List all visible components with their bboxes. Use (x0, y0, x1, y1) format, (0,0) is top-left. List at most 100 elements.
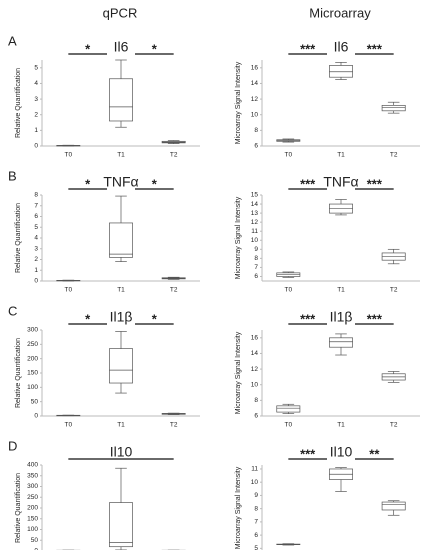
y-tick-label: 7 (34, 202, 38, 209)
y-tick-label: 150 (27, 370, 38, 377)
y-axis-label: Microarray Signal Intensity (235, 331, 242, 414)
y-tick-label: 7 (254, 264, 258, 271)
significance-label: *** (300, 176, 316, 191)
y-tick-label: 4 (34, 235, 38, 242)
y-tick-label: 8 (254, 505, 258, 512)
significance-label: *** (300, 311, 316, 326)
x-tick-label: T2 (390, 287, 398, 294)
y-tick-label: 0 (34, 143, 38, 150)
y-tick-label: 200 (27, 505, 38, 512)
significance-label: * (152, 41, 158, 56)
y-tick-label: 14 (251, 350, 259, 357)
significance-label: *** (300, 41, 316, 56)
y-tick-label: 100 (27, 526, 38, 533)
significance-label: ** (369, 446, 380, 461)
y-tick-label: 11 (251, 228, 258, 235)
x-tick-label: T2 (170, 287, 178, 294)
y-tick-label: 400 (27, 462, 38, 469)
chart-title: TNFα (103, 174, 138, 190)
y-axis-label: Microarray Signal Intensity (235, 196, 242, 279)
chart-title: Il6 (114, 39, 129, 55)
x-tick-label: T1 (337, 152, 345, 159)
box (109, 348, 133, 384)
chart-title: Il6 (334, 39, 349, 55)
x-tick-label: T1 (117, 287, 125, 294)
y-axis-label: Relative Quantification (15, 338, 22, 408)
column-header: Microarray (309, 5, 371, 20)
y-tick-label: 250 (27, 341, 38, 348)
significance-label: * (152, 176, 158, 191)
y-tick-label: 8 (254, 127, 258, 134)
y-tick-label: 10 (251, 237, 259, 244)
significance-label: *** (300, 446, 316, 461)
x-tick-label: T0 (285, 152, 293, 159)
panel-letter: A (8, 33, 17, 48)
y-tick-label: 7 (254, 519, 258, 526)
y-tick-label: 2 (34, 256, 38, 263)
y-tick-label: 6 (254, 273, 258, 280)
y-tick-label: 350 (27, 472, 38, 479)
y-tick-label: 5 (34, 224, 38, 231)
box (329, 337, 353, 348)
y-tick-label: 50 (31, 398, 39, 405)
significance-label: *** (367, 176, 383, 191)
panel-letter: B (8, 168, 17, 183)
y-tick-label: 300 (27, 327, 38, 334)
x-tick-label: T2 (390, 422, 398, 429)
y-tick-label: 3 (34, 96, 38, 103)
y-tick-label: 10 (251, 111, 259, 118)
y-axis-label: Microarray Signal Intensity (235, 466, 242, 549)
x-tick-label: T0 (285, 422, 293, 429)
box (109, 78, 133, 122)
x-tick-label: T1 (337, 287, 345, 294)
y-tick-label: 4 (34, 80, 38, 87)
y-tick-label: 2 (34, 111, 38, 118)
significance-label: * (85, 176, 91, 191)
y-tick-label: 9 (254, 246, 258, 253)
column-header: qPCR (103, 5, 138, 20)
y-tick-label: 5 (34, 65, 38, 72)
y-tick-label: 6 (254, 413, 258, 420)
y-tick-label: 150 (27, 515, 38, 522)
y-tick-label: 1 (34, 127, 38, 134)
y-axis-label: Relative Quantification (15, 203, 22, 273)
y-tick-label: 0 (34, 278, 38, 285)
significance-label: * (85, 311, 91, 326)
y-tick-label: 1 (34, 267, 38, 274)
significance-label: * (152, 311, 158, 326)
y-tick-label: 200 (27, 355, 38, 362)
box (109, 502, 133, 548)
y-tick-label: 12 (251, 219, 259, 226)
y-tick-label: 3 (34, 245, 38, 252)
y-tick-label: 14 (251, 201, 259, 208)
chart-title: Il1β (110, 309, 133, 325)
x-tick-label: T1 (117, 422, 125, 429)
y-axis-label: Relative Quantification (15, 68, 22, 138)
chart-title: Il10 (330, 444, 353, 460)
y-axis-label: Microarray Signal Intensity (235, 61, 242, 144)
y-tick-label: 15 (251, 192, 259, 199)
y-tick-label: 0 (34, 548, 38, 550)
x-tick-label: T0 (65, 287, 73, 294)
x-tick-label: T2 (170, 152, 178, 159)
significance-label: *** (367, 311, 383, 326)
y-tick-label: 250 (27, 494, 38, 501)
y-tick-label: 8 (254, 255, 258, 262)
y-tick-label: 300 (27, 483, 38, 490)
y-tick-label: 100 (27, 384, 38, 391)
box (276, 405, 301, 413)
y-tick-label: 50 (31, 537, 39, 544)
panel-letter: D (8, 438, 17, 453)
y-tick-label: 10 (251, 479, 259, 486)
y-tick-label: 9 (254, 492, 258, 499)
y-tick-label: 6 (34, 213, 38, 220)
significance-label: *** (367, 41, 383, 56)
x-tick-label: T0 (65, 422, 73, 429)
y-tick-label: 6 (254, 532, 258, 539)
y-tick-label: 12 (251, 96, 259, 103)
chart-title: Il1β (330, 309, 353, 325)
y-tick-label: 6 (254, 143, 258, 150)
y-tick-label: 16 (251, 65, 259, 72)
y-tick-label: 13 (251, 210, 259, 217)
